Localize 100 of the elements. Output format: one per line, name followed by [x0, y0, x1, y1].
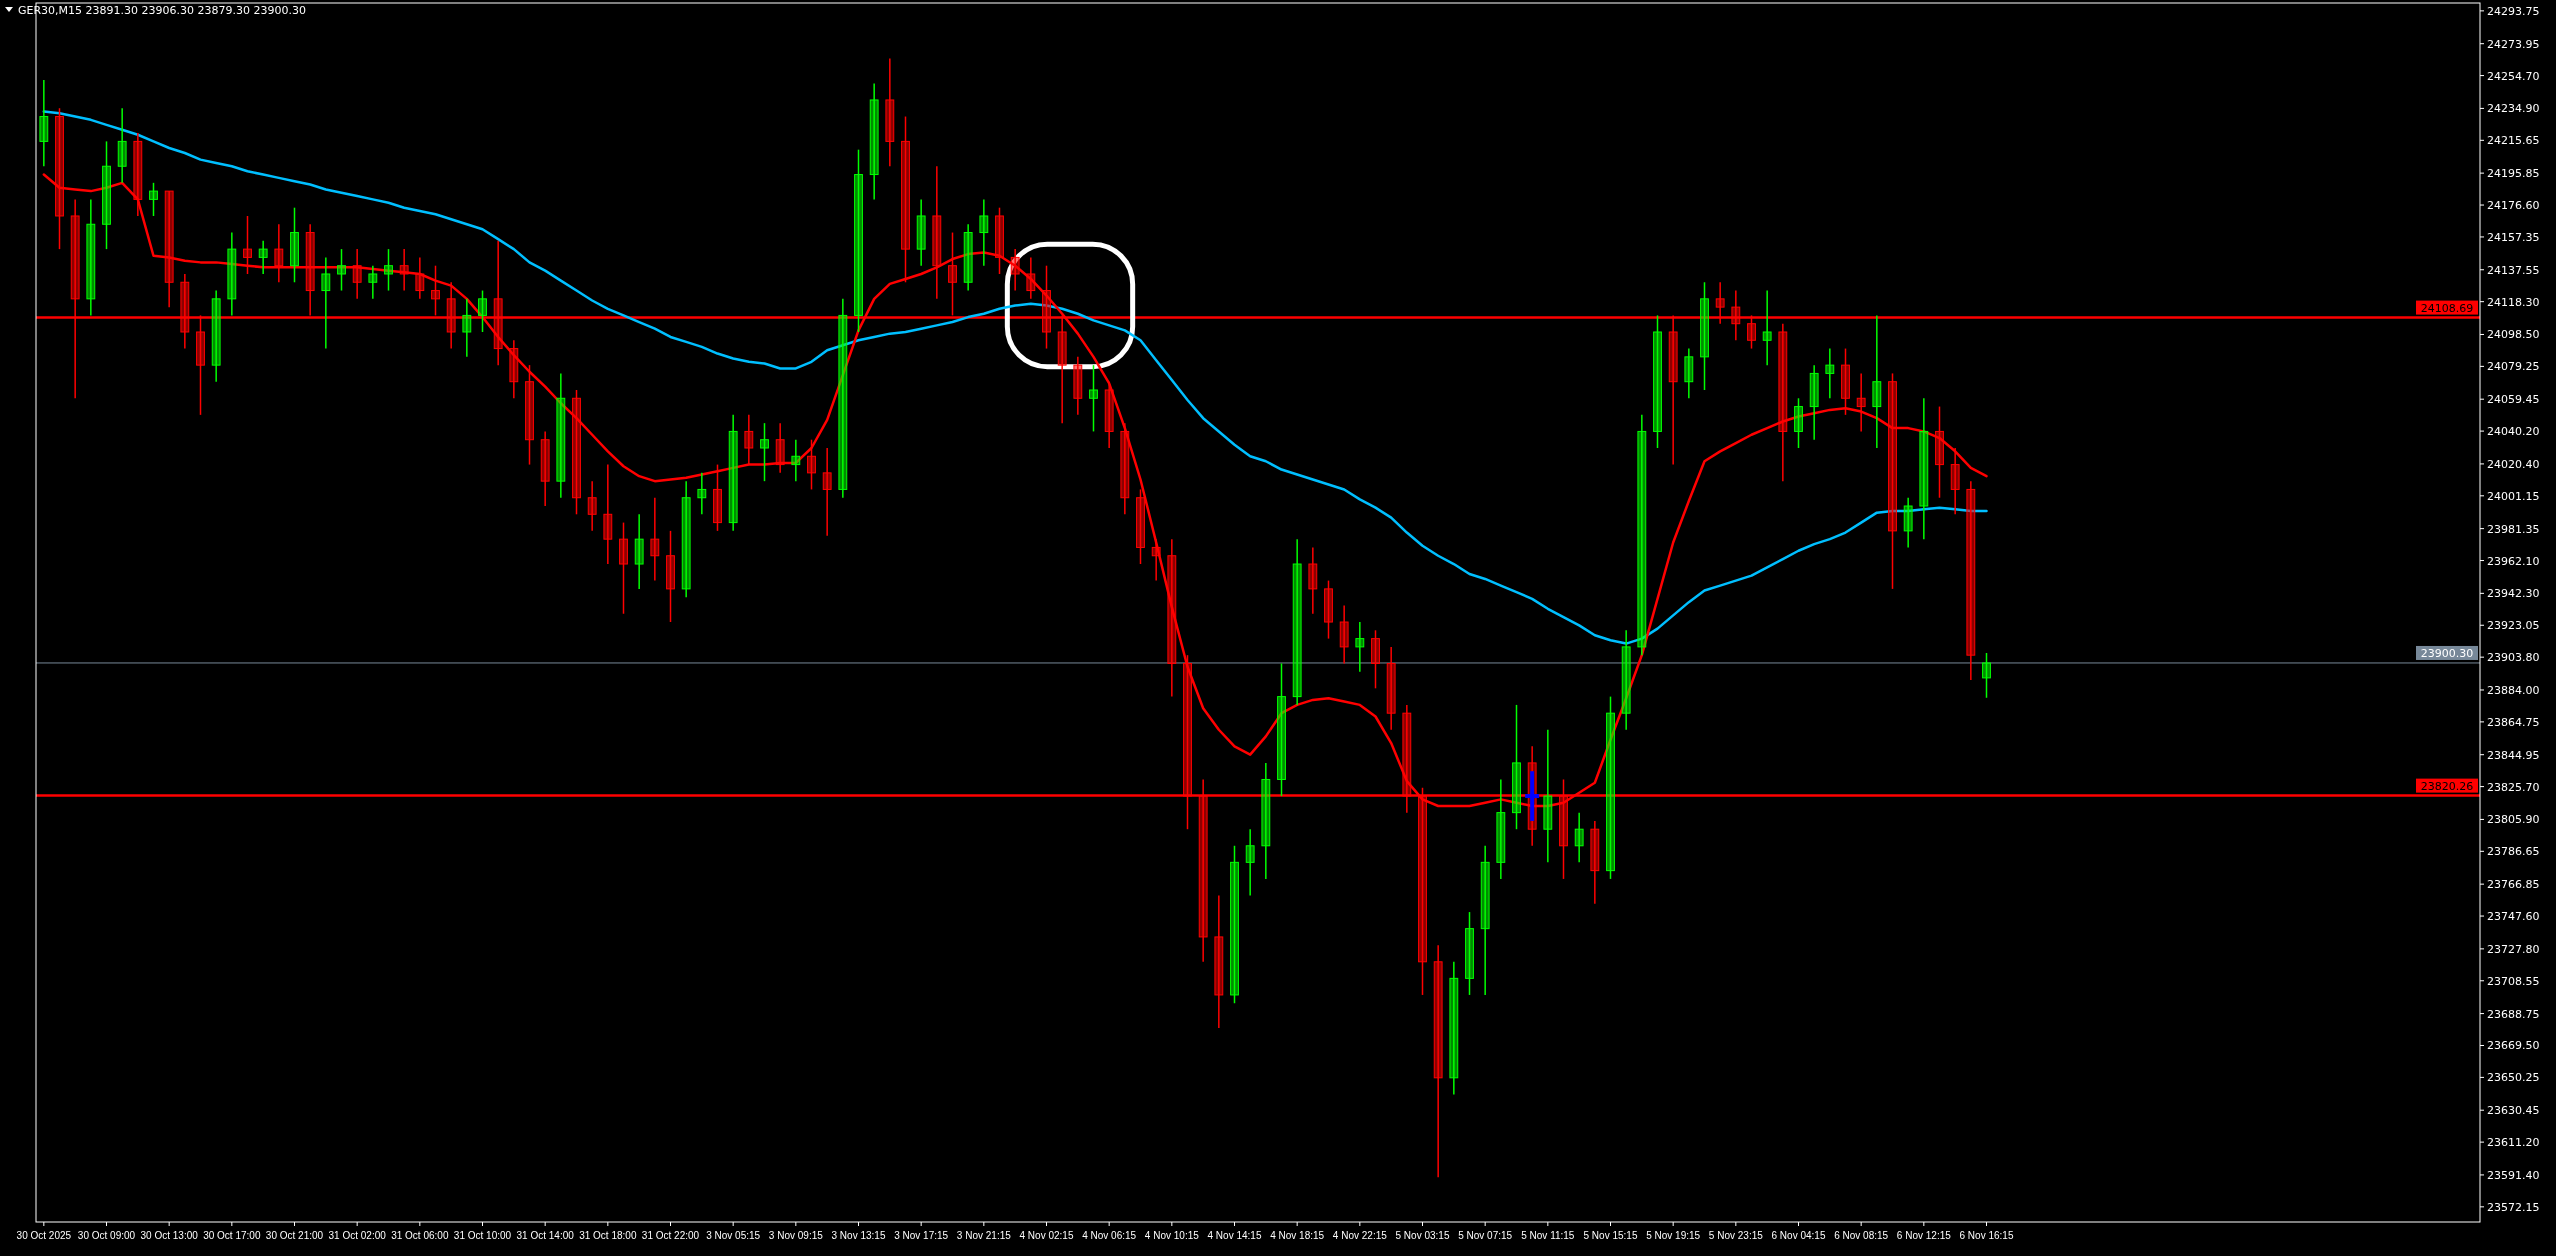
- y-tick-label: 24079.25: [2487, 360, 2540, 374]
- candlestick: [603, 463, 613, 565]
- y-tick-label: 23766.85: [2487, 878, 2540, 892]
- x-tick-label: 30 Oct 2025: [16, 1230, 72, 1241]
- candlestick: [399, 248, 409, 292]
- candlestick: [1543, 729, 1553, 864]
- candlestick: [117, 107, 127, 184]
- x-tick-label: 5 Nov 15:15: [1583, 1230, 1638, 1241]
- y-tick-label: 23630.45: [2487, 1104, 2540, 1118]
- x-tick-label: 31 Oct 10:00: [453, 1230, 512, 1241]
- candlestick: [1700, 281, 1709, 391]
- candlestick: [1386, 646, 1396, 731]
- candlestick: [963, 223, 973, 292]
- candlestick: [1512, 704, 1521, 830]
- y-tick-label: 23825.70: [2487, 780, 2540, 794]
- y-tick-label: 23708.55: [2487, 974, 2540, 988]
- y-tick-label: 23981.35: [2487, 522, 2540, 536]
- x-tick-label: 30 Oct 13:00: [140, 1230, 199, 1241]
- candlestick: [415, 256, 425, 300]
- y-tick-label: 23864.75: [2487, 715, 2540, 729]
- y-tick-label: 24059.45: [2487, 393, 2540, 407]
- candlestick: [1982, 652, 1991, 699]
- candlestick: [102, 140, 111, 250]
- candlestick: [1794, 397, 1803, 449]
- y-tick-label: 23884.00: [2487, 683, 2540, 697]
- x-tick-label: 30 Oct 21:00: [265, 1230, 324, 1241]
- y-tick-label: 23805.90: [2487, 813, 2540, 827]
- candlestick: [1950, 447, 1960, 516]
- candlestick: [509, 339, 519, 400]
- y-tick-label: 24001.15: [2487, 489, 2540, 503]
- y-tick-label: 24195.85: [2487, 167, 2540, 181]
- candlestick: [666, 530, 675, 623]
- candlestick: [1574, 811, 1584, 864]
- candlestick: [525, 364, 534, 466]
- candlestick: [337, 248, 346, 292]
- y-tick-label: 24040.20: [2487, 425, 2540, 439]
- y-tick-label: 23903.80: [2487, 651, 2540, 665]
- x-tick-label: 30 Oct 17:00: [203, 1230, 261, 1241]
- ref-line-label: 23820.26: [2420, 779, 2474, 793]
- candlestick: [1355, 621, 1365, 673]
- candlestick: [478, 289, 487, 333]
- candlestick: [572, 389, 581, 516]
- x-tick-label: 5 Nov 23:15: [1708, 1230, 1764, 1241]
- candlestick: [227, 231, 237, 317]
- candlestick: [634, 513, 644, 590]
- candlestick: [1621, 629, 1631, 731]
- candlestick: [1245, 828, 1255, 897]
- candlestick: [1089, 364, 1098, 433]
- candlestick: [1073, 356, 1083, 416]
- candlestick: [681, 480, 691, 598]
- candlestick: [1590, 820, 1600, 905]
- candlestick: [1026, 256, 1036, 300]
- candlestick: [979, 198, 989, 267]
- candlestick: [1841, 347, 1850, 416]
- candlestick: [1778, 322, 1788, 482]
- candlestick: [995, 206, 1004, 275]
- candlestick: [1637, 414, 1647, 656]
- candlestick: [1277, 662, 1286, 797]
- candlestick: [164, 190, 174, 308]
- candlestick: [1496, 778, 1506, 880]
- y-tick-label: 23650.25: [2487, 1071, 2540, 1085]
- candlestick: [1104, 380, 1114, 449]
- y-tick-label: 24118.30: [2487, 295, 2540, 309]
- candlestick: [1684, 347, 1694, 400]
- candlestick: [1872, 314, 1882, 449]
- candlestick: [1480, 845, 1490, 996]
- y-tick-label: 23786.65: [2487, 845, 2540, 859]
- candlestick: [1324, 579, 1333, 640]
- x-tick-label: 3 Nov 09:15: [768, 1230, 824, 1241]
- x-tick-label: 4 Nov 18:15: [1270, 1230, 1325, 1241]
- y-tick-label: 24098.50: [2487, 328, 2540, 342]
- candlestick: [775, 422, 785, 474]
- candlestick: [916, 198, 926, 267]
- y-tick-label: 23727.80: [2487, 942, 2540, 956]
- candlestick: [1292, 538, 1302, 706]
- candlestick: [1339, 604, 1349, 665]
- y-tick-label: 24137.55: [2487, 263, 2540, 277]
- candlestick: [1230, 845, 1239, 1004]
- candlestick: [1214, 894, 1224, 1029]
- candlestick: [1261, 762, 1271, 880]
- candlestick: [258, 240, 268, 275]
- y-tick-label: 24157.35: [2487, 230, 2540, 244]
- candlestick: [885, 57, 895, 167]
- candlestick: [822, 447, 832, 537]
- candlestick: [1966, 480, 1976, 681]
- x-tick-label: 3 Nov 21:15: [956, 1230, 1012, 1241]
- y-tick-label: 23942.30: [2487, 587, 2540, 601]
- y-tick-label: 23591.40: [2487, 1168, 2540, 1182]
- candlestick: [1151, 538, 1161, 582]
- y-tick-label: 24293.75: [2487, 4, 2540, 18]
- x-tick-label: 31 Oct 02:00: [328, 1230, 387, 1241]
- x-tick-label: 5 Nov 19:15: [1646, 1230, 1701, 1241]
- y-tick-label: 23669.50: [2487, 1039, 2540, 1053]
- x-tick-label: 31 Oct 22:00: [641, 1230, 700, 1241]
- candlestick: [807, 438, 816, 491]
- line-series: [42, 110, 1988, 645]
- candlestick: [619, 521, 628, 615]
- x-tick-label: 6 Nov 04:15: [1771, 1230, 1826, 1241]
- candlestick: [713, 463, 722, 532]
- ref-line-label: 24108.69: [2420, 301, 2474, 315]
